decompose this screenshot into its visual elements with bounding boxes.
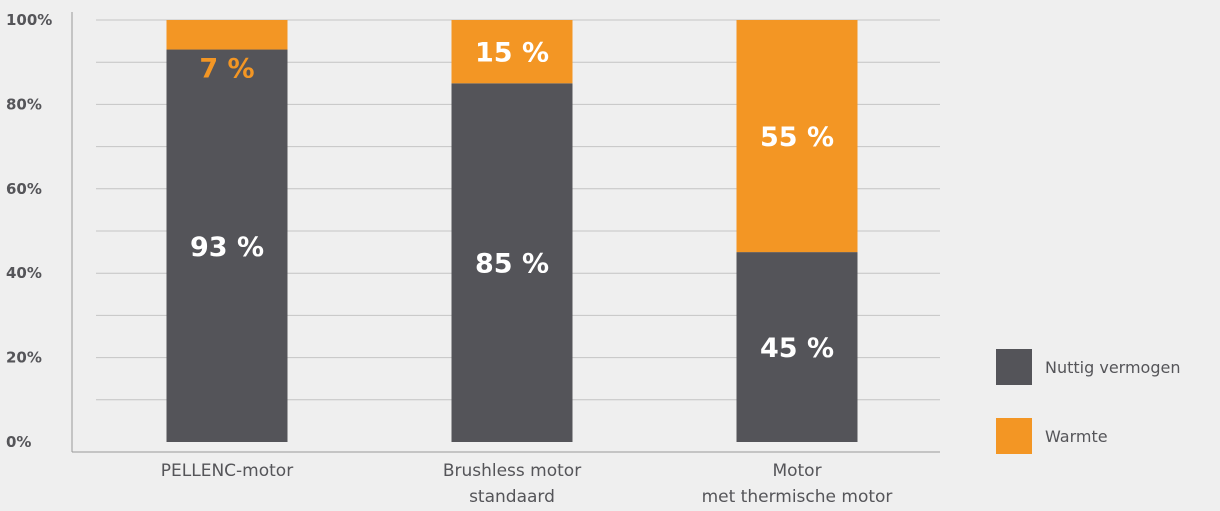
category-label: standaard [469,487,555,507]
y-tick-label: 40% [6,264,42,282]
category-label: PELLENC-motor [161,461,293,481]
data-label: 7 % [199,54,254,85]
y-tick-label: 80% [6,95,42,113]
data-label: 15 % [475,38,549,69]
legend-label: Nuttig vermogen [1045,358,1180,377]
data-label: 93 % [190,232,264,263]
legend-label: Warmte [1045,427,1108,446]
category-label: met thermische motor [702,487,893,507]
y-tick-label: 20% [6,349,42,367]
data-label: 55 % [760,122,834,153]
legend-swatch-nuttig-vermogen [996,349,1032,385]
data-label: 85 % [475,249,549,280]
y-tick-label: 100% [6,11,52,29]
y-tick-label: 60% [6,180,42,198]
legend-swatch-warmte [996,418,1032,454]
data-label: 45 % [760,333,834,364]
category-label: Motor [772,461,821,481]
y-tick-label: 0% [6,433,31,451]
category-label: Brushless motor [443,461,581,481]
bar-segment-warmte [167,20,288,50]
